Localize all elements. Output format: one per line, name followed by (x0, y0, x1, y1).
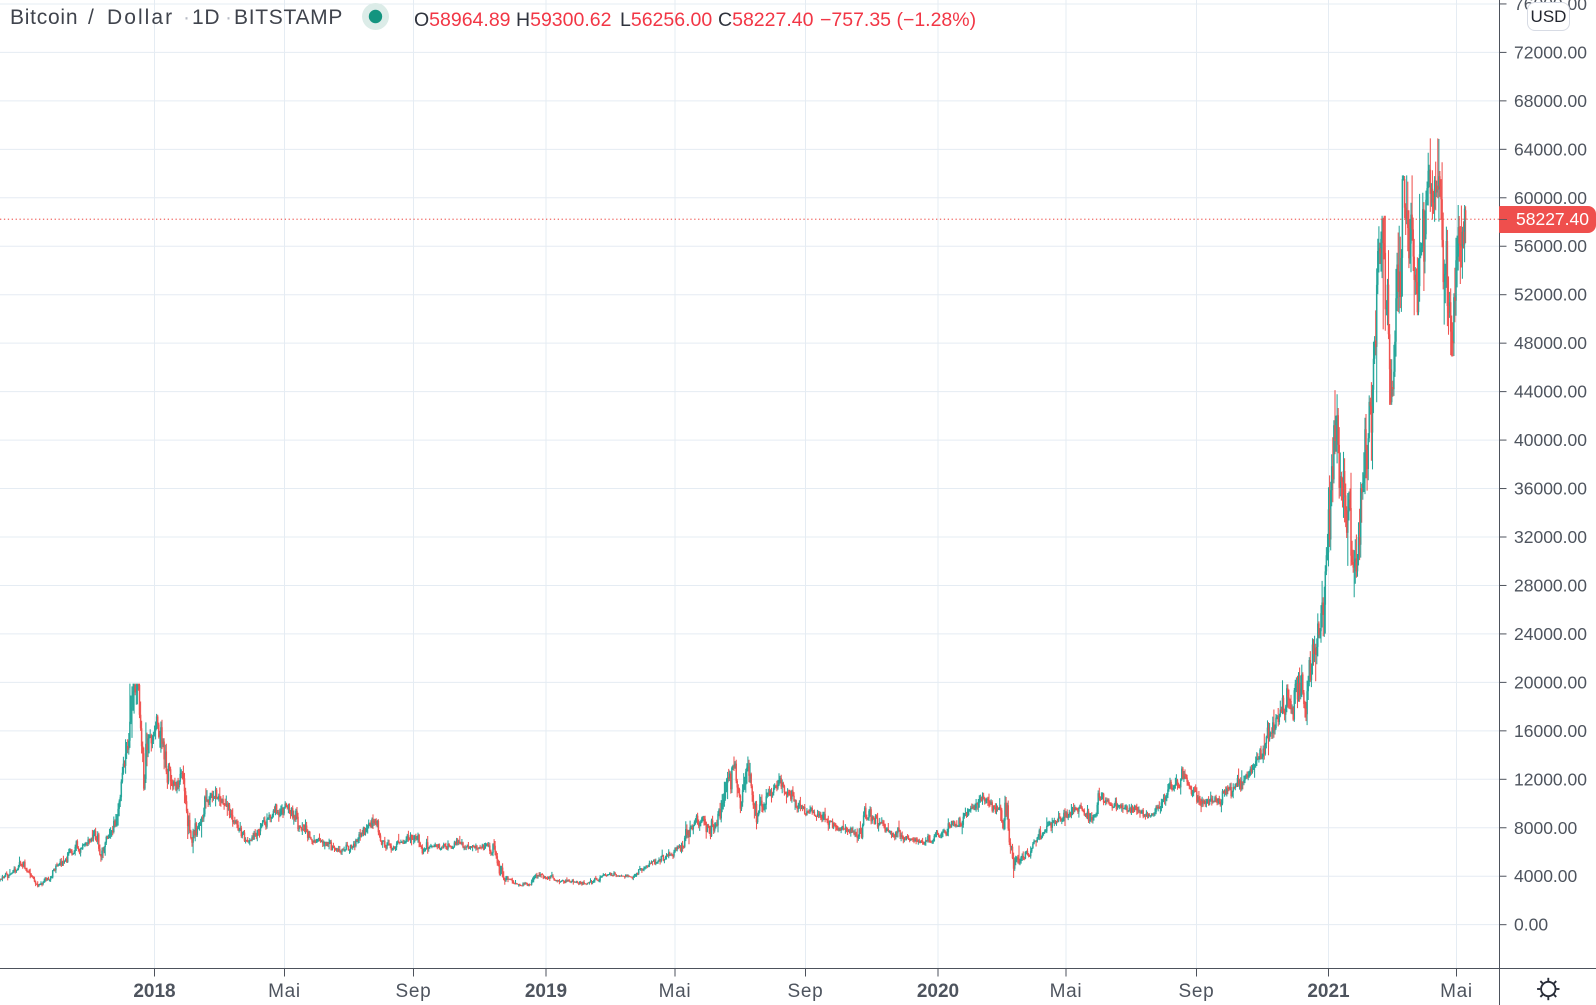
svg-text:68000.00: 68000.00 (1514, 91, 1587, 111)
svg-text:28000.00: 28000.00 (1514, 575, 1587, 595)
svg-text:2021: 2021 (1307, 981, 1350, 1002)
svg-text:Mai: Mai (1050, 981, 1083, 1002)
svg-text:Mai: Mai (659, 981, 692, 1002)
svg-text:52000.00: 52000.00 (1514, 285, 1587, 305)
svg-text:2018: 2018 (133, 981, 175, 1002)
svg-text:2019: 2019 (525, 981, 567, 1002)
svg-text:Sep: Sep (788, 981, 824, 1002)
svg-text:Sep: Sep (1179, 981, 1215, 1002)
svg-text:16000.00: 16000.00 (1514, 721, 1587, 741)
svg-text:24000.00: 24000.00 (1514, 624, 1587, 644)
svg-text:36000.00: 36000.00 (1514, 479, 1587, 499)
svg-text:2020: 2020 (917, 981, 959, 1002)
svg-text:12000.00: 12000.00 (1514, 769, 1587, 789)
svg-text:32000.00: 32000.00 (1514, 527, 1587, 547)
svg-text:72000.00: 72000.00 (1514, 42, 1587, 62)
svg-text:0.00: 0.00 (1514, 915, 1548, 935)
svg-text:60000.00: 60000.00 (1514, 188, 1587, 208)
svg-text:44000.00: 44000.00 (1514, 382, 1587, 402)
svg-text:40000.00: 40000.00 (1514, 430, 1587, 450)
svg-text:64000.00: 64000.00 (1514, 139, 1587, 159)
svg-text:Sep: Sep (396, 981, 432, 1002)
svg-text:8000.00: 8000.00 (1514, 818, 1578, 838)
svg-text:20000.00: 20000.00 (1514, 672, 1587, 692)
svg-text:Mai: Mai (268, 981, 301, 1002)
svg-text:4000.00: 4000.00 (1514, 866, 1578, 886)
svg-text:Mai: Mai (1440, 981, 1473, 1002)
svg-text:48000.00: 48000.00 (1514, 333, 1587, 353)
svg-text:56000.00: 56000.00 (1514, 236, 1587, 256)
